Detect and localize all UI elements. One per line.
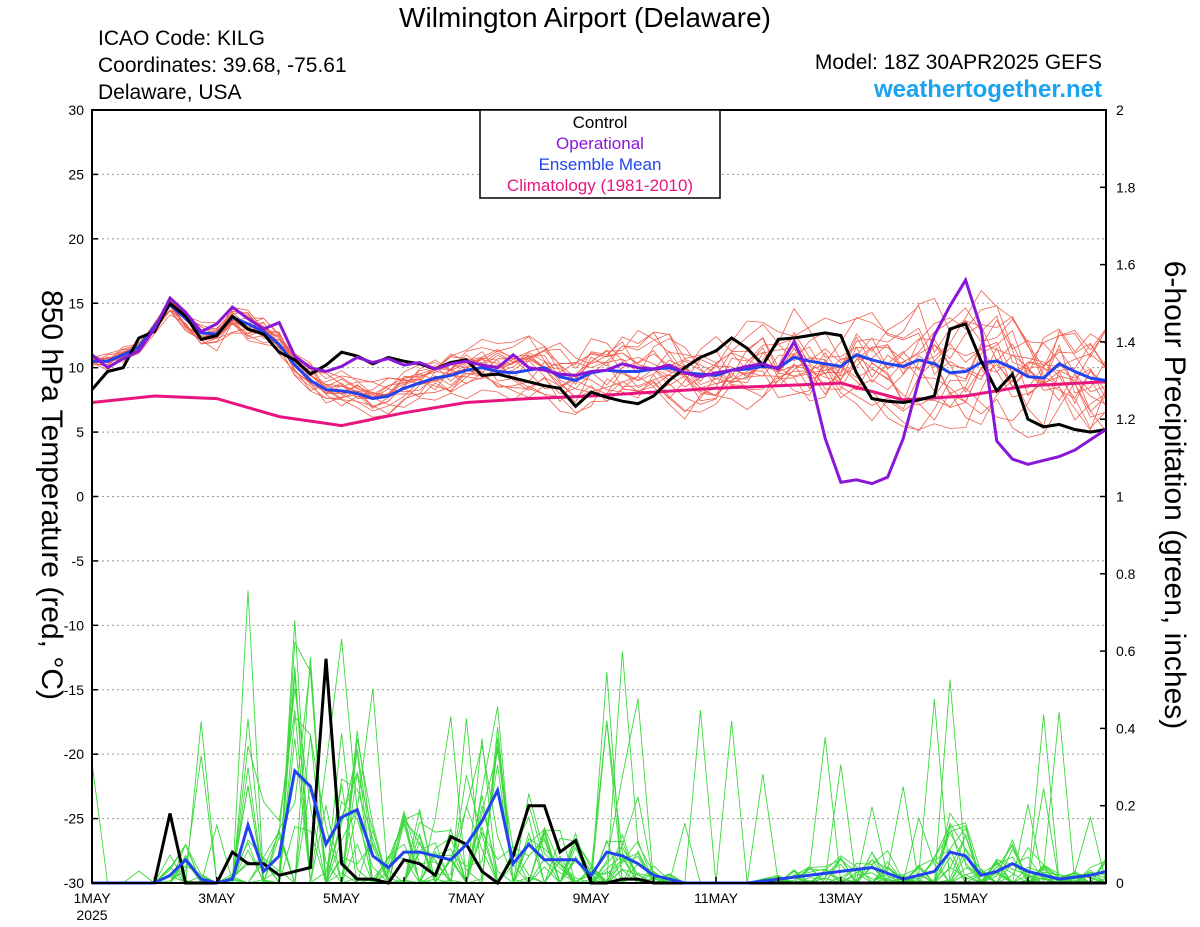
left-tick-label: 30: [68, 102, 84, 118]
operational-temp-line: [91, 276, 1107, 486]
right-tick-label: 1.4: [1116, 334, 1136, 350]
control-precip-line: [92, 658, 1106, 886]
left-tick-label: -5: [72, 553, 85, 569]
right-tick-label: 1.6: [1116, 257, 1136, 273]
temp-member-line: [91, 307, 1107, 432]
left-tick-label: 20: [68, 231, 84, 247]
left-tick-label: -15: [64, 682, 84, 698]
left-tick-label: -25: [64, 811, 84, 827]
right-tick-label: 1.2: [1116, 411, 1136, 427]
legend-entry: Ensemble Mean: [539, 155, 662, 174]
temp-member-line: [91, 303, 1107, 431]
left-tick-label: -20: [64, 746, 84, 762]
x-tick-label: 5MAY: [323, 890, 361, 906]
left-tick-label: 15: [68, 295, 84, 311]
legend-entry: Control: [573, 113, 628, 132]
left-tick-label: 5: [76, 424, 84, 440]
control-temp-line: [90, 300, 1107, 434]
site-link[interactable]: weathertogether.net: [873, 76, 1102, 103]
ensemble-mean-precip-line: [92, 767, 1107, 885]
model-run: Model: 18Z 30APR2025 GEFS: [814, 51, 1102, 74]
x-tick-label: 9MAY: [573, 890, 611, 906]
coordinates: Coordinates: 39.68, -75.61: [98, 54, 347, 77]
right-tick-label: 0.2: [1116, 798, 1136, 814]
left-tick-label: -30: [64, 875, 84, 891]
right-tick-label: 0.8: [1116, 566, 1136, 582]
right-tick-label: 0: [1116, 875, 1124, 891]
left-tick-label: 0: [76, 489, 84, 505]
left-axis-label: 850 hPa Temperature (red, °C): [35, 290, 68, 700]
x-tick-label: 3MAY: [198, 890, 236, 906]
right-tick-label: 0.6: [1116, 643, 1136, 659]
right-tick-label: 2: [1116, 102, 1124, 118]
x-year-label: 2025: [76, 907, 107, 923]
climatology-temp-line: [91, 380, 1107, 428]
right-tick-label: 1.8: [1116, 179, 1136, 195]
region: Delaware, USA: [98, 81, 242, 104]
legend-frame: [479, 109, 721, 199]
left-tick-label: -10: [64, 617, 84, 633]
left-tick-label: 10: [68, 360, 84, 376]
right-axis-label: 6-hour Precipitation (green, inches): [1158, 261, 1191, 730]
temp-member-line: [91, 303, 1107, 418]
x-tick-label: 13MAY: [818, 890, 864, 906]
right-tick-label: 1: [1116, 489, 1124, 505]
legend-entry: Climatology (1981-2010): [507, 176, 693, 195]
legend-entry: Operational: [556, 134, 644, 153]
x-tick-label: 15MAY: [943, 890, 989, 906]
x-tick-label: 1MAY: [73, 890, 111, 906]
precip-member-line: [92, 651, 1107, 885]
temp-member-line: [91, 300, 1107, 421]
x-tick-label: 11MAY: [694, 890, 738, 906]
x-tick-label: 7MAY: [448, 890, 486, 906]
right-tick-label: 0.4: [1116, 720, 1136, 736]
left-tick-label: 25: [68, 166, 84, 182]
temp-member-line: [91, 304, 1107, 405]
icao-code: ICAO Code: KILG: [98, 27, 265, 50]
precip-member-line: [92, 718, 1106, 885]
page-title: Wilmington Airport (Delaware): [399, 2, 771, 33]
